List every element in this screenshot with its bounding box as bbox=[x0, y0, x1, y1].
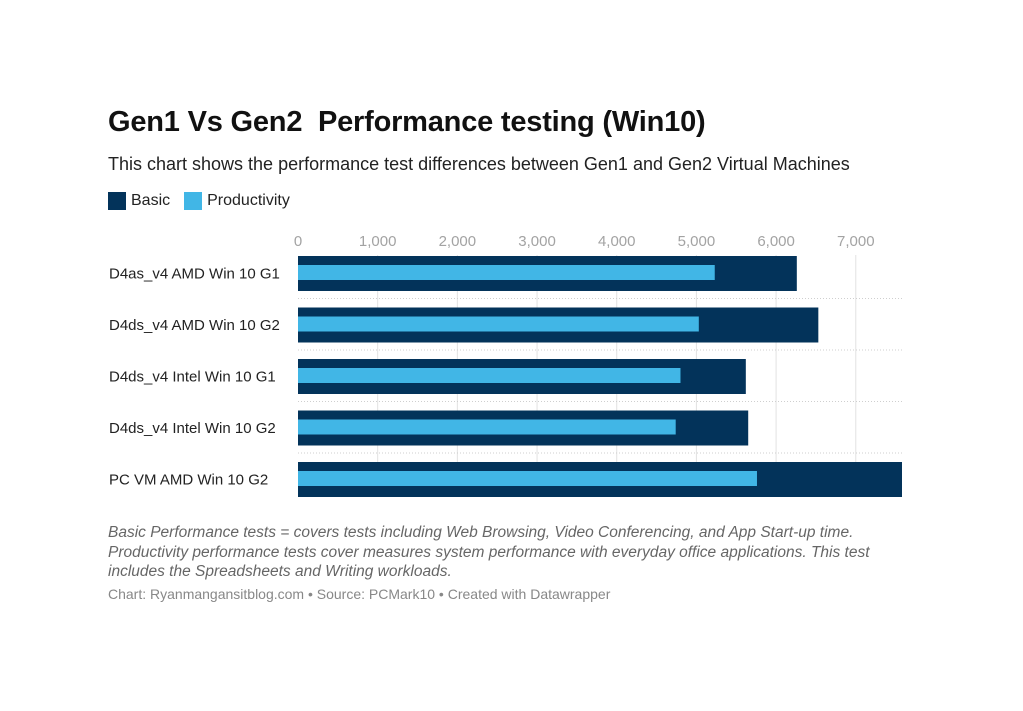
x-tick-label: 4,000 bbox=[598, 233, 636, 250]
bar-productivity bbox=[298, 419, 676, 435]
category-label: D4ds_v4 Intel Win 10 G1 bbox=[109, 369, 276, 386]
x-tick-label: 7,000 bbox=[837, 233, 875, 250]
bar-productivity bbox=[298, 265, 715, 280]
bar-productivity bbox=[298, 368, 681, 383]
x-tick-label: 3,000 bbox=[518, 233, 556, 250]
chart-notes: Basic Performance tests = covers tests i… bbox=[108, 524, 870, 580]
x-tick-label: 2,000 bbox=[439, 233, 477, 250]
chart-footer: Chart: Ryanmangansitblog.com • Source: P… bbox=[108, 586, 611, 602]
chart-subtitle: This chart shows the performance test di… bbox=[108, 154, 850, 174]
x-tick-label: 0 bbox=[294, 233, 302, 250]
category-label: PC VM AMD Win 10 G2 bbox=[109, 472, 268, 489]
bar-productivity bbox=[298, 471, 757, 486]
x-tick-label: 5,000 bbox=[678, 233, 716, 250]
bar-productivity bbox=[298, 316, 699, 332]
chart-title: Gen1 Vs Gen2 Performance testing (Win10) bbox=[108, 106, 706, 138]
legend: Basic Productivity bbox=[108, 192, 304, 210]
legend-item-basic: Basic bbox=[108, 192, 170, 210]
category-label: D4as_v4 AMD Win 10 G1 bbox=[109, 266, 280, 283]
legend-label-basic: Basic bbox=[131, 192, 171, 209]
x-tick-label: 6,000 bbox=[757, 233, 795, 250]
legend-item-productivity: Productivity bbox=[184, 192, 290, 210]
category-label: D4ds_v4 AMD Win 10 G2 bbox=[109, 317, 280, 334]
legend-swatch-productivity bbox=[184, 192, 203, 210]
legend-swatch-basic bbox=[108, 192, 126, 210]
legend-label-productivity: Productivity bbox=[207, 192, 290, 209]
x-tick-label: 1,000 bbox=[359, 233, 397, 250]
category-label: D4ds_v4 Intel Win 10 G2 bbox=[109, 420, 276, 437]
